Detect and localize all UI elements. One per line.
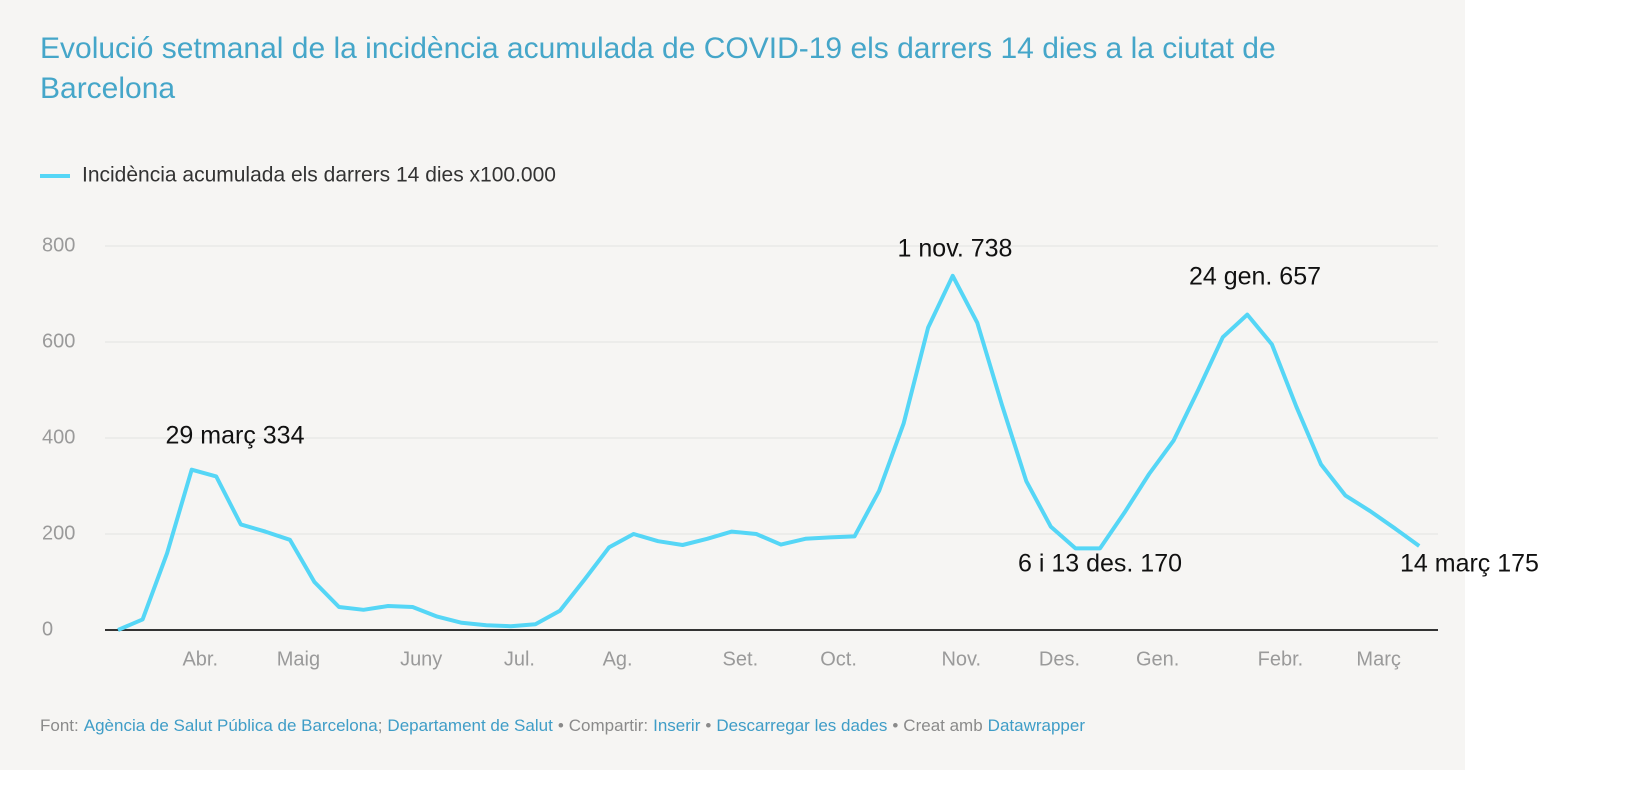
- x-tick-label: Nov.: [941, 648, 981, 670]
- footer: Font: Agència de Salut Pública de Barcelo…: [40, 716, 1085, 735]
- y-tick-label: 600: [42, 330, 75, 352]
- x-tick-label: Gen.: [1136, 648, 1179, 670]
- annotation: 24 gen. 657: [1189, 263, 1321, 291]
- data-line: [117, 273, 1421, 632]
- x-tick-label: Des.: [1039, 648, 1080, 670]
- footer-part: Creat amb: [903, 716, 982, 735]
- footer-part: •: [705, 716, 711, 735]
- x-tick-label: Set.: [723, 648, 759, 670]
- annotation: 29 març 334: [166, 422, 305, 450]
- annotation: 14 març 175: [1400, 550, 1539, 578]
- chart-title: Evolució setmanal de la incidència acumu…: [40, 32, 1276, 105]
- x-tick-label: Jul.: [504, 648, 535, 670]
- footer-part: ;: [378, 716, 383, 735]
- footer-part: Agència de Salut Pública de Barcelona: [84, 716, 378, 735]
- legend-label: Incidència acumulada els darrers 14 dies…: [82, 164, 556, 187]
- x-tick-label: Juny: [400, 648, 442, 670]
- x-tick-label: Febr.: [1258, 648, 1304, 670]
- footer-part: Inserir: [653, 716, 701, 735]
- background: [0, 0, 1465, 770]
- footer-part: Departament de Salut: [387, 716, 553, 735]
- footer-part: Compartir:: [569, 716, 648, 735]
- x-tick-label: Maig: [277, 648, 320, 670]
- x-tick-label: Abr.: [182, 648, 218, 670]
- footer-part: Datawrapper: [988, 716, 1086, 735]
- title-line: Evolució setmanal de la incidència acumu…: [40, 32, 1276, 65]
- footer-part: •: [558, 716, 564, 735]
- annotation: 1 nov. 738: [898, 235, 1013, 263]
- footer-part: •: [892, 716, 898, 735]
- footer-part: Font:: [40, 716, 79, 735]
- title-line: Barcelona: [40, 72, 175, 105]
- annotation: 6 i 13 des. 170: [1018, 550, 1182, 578]
- y-tick-label: 800: [42, 234, 75, 256]
- x-tick-label: Ag.: [603, 648, 633, 670]
- x-tick-label: Oct.: [820, 648, 857, 670]
- footer-part: Descarregar les dades: [716, 716, 887, 735]
- x-tick-label: Març: [1356, 648, 1400, 670]
- y-tick-label: 400: [42, 426, 75, 448]
- y-tick-label: 0: [42, 618, 53, 640]
- y-tick-label: 200: [42, 522, 75, 544]
